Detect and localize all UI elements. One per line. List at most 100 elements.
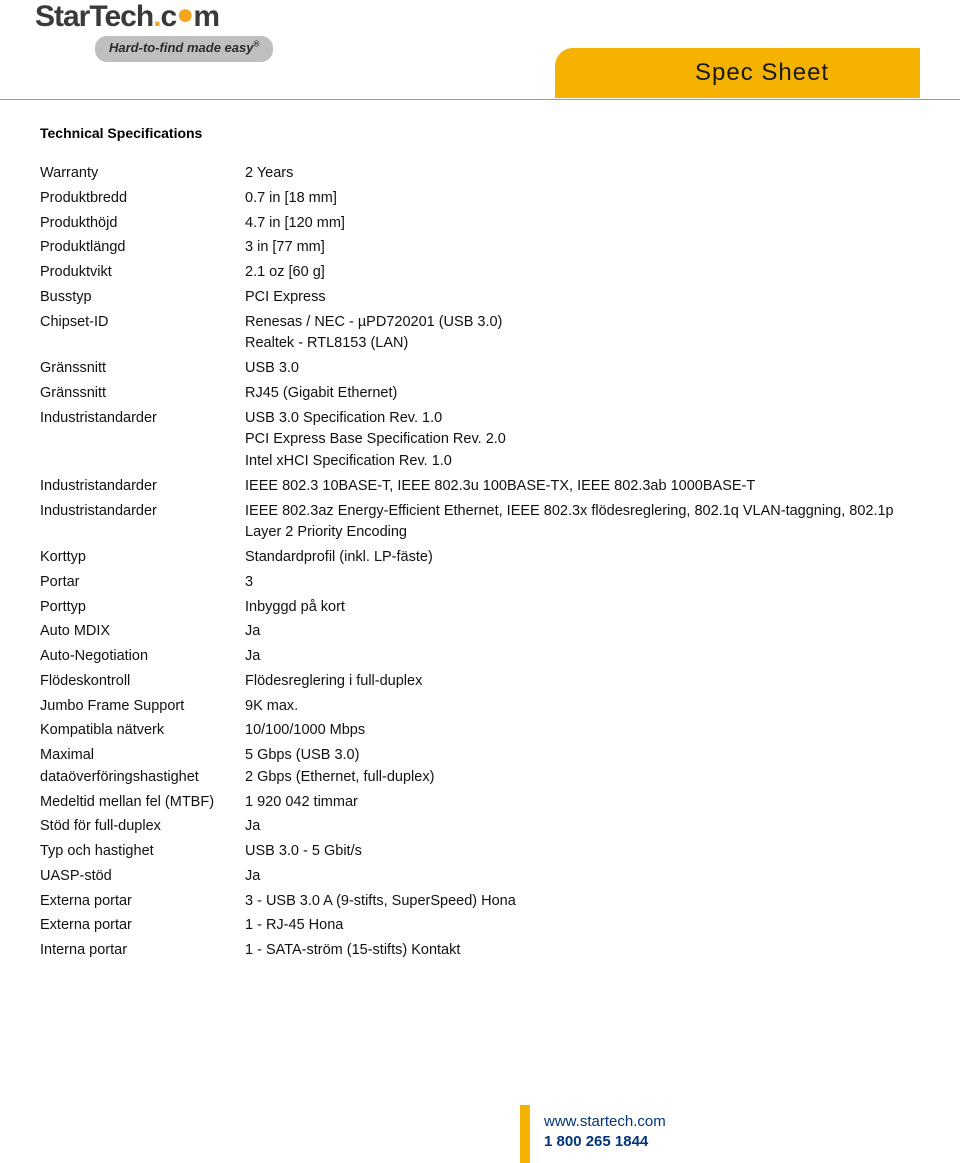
spec-value: Ja bbox=[245, 816, 920, 838]
spec-row: Auto-NegotiationJa bbox=[40, 646, 920, 668]
brand-name: StarTech.c●m bbox=[35, 0, 273, 34]
spec-label: Industristandarder bbox=[40, 501, 245, 545]
spec-row: Produktvikt2.1 oz [60 g] bbox=[40, 262, 920, 284]
spec-table: Warranty2 YearsProduktbredd0.7 in [18 mm… bbox=[40, 163, 920, 962]
brand-tagline-em: made easy bbox=[187, 40, 254, 55]
spec-label: Produktbredd bbox=[40, 188, 245, 210]
brand-name-c: c bbox=[161, 0, 177, 33]
spec-label: UASP-stöd bbox=[40, 866, 245, 888]
spec-row: Portar3 bbox=[40, 572, 920, 594]
spec-label: Chipset-ID bbox=[40, 312, 245, 356]
brand-name-dot: . bbox=[153, 0, 160, 33]
page-header: StarTech.c●m Hard-to-find made easy® Spe… bbox=[0, 0, 960, 100]
page-footer: www.startech.com 1 800 265 1844 bbox=[520, 1105, 920, 1163]
spec-value: Ja bbox=[245, 866, 920, 888]
spec-value: 2 Years bbox=[245, 163, 920, 185]
spec-row: Medeltid mellan fel (MTBF)1 920 042 timm… bbox=[40, 792, 920, 814]
brand-name-m: m bbox=[193, 0, 219, 33]
spec-row: Stöd för full-duplexJa bbox=[40, 816, 920, 838]
spec-label: Typ och hastighet bbox=[40, 841, 245, 863]
footer-text: www.startech.com 1 800 265 1844 bbox=[544, 1105, 666, 1163]
spec-label: Gränssnitt bbox=[40, 358, 245, 380]
spec-label: Auto MDIX bbox=[40, 621, 245, 643]
spec-row: IndustristandarderUSB 3.0 Specification … bbox=[40, 408, 920, 473]
spec-value: 1 - SATA-ström (15-stifts) Kontakt bbox=[245, 940, 920, 962]
spec-label: Interna portar bbox=[40, 940, 245, 962]
spec-label: Korttyp bbox=[40, 547, 245, 569]
spec-value: 1 - RJ-45 Hona bbox=[245, 915, 920, 937]
spec-label: Industristandarder bbox=[40, 408, 245, 473]
brand-tagline: Hard-to-find made easy® bbox=[109, 40, 259, 55]
footer-url: www.startech.com bbox=[544, 1113, 666, 1130]
spec-value: IEEE 802.3 10BASE-T, IEEE 802.3u 100BASE… bbox=[245, 476, 920, 498]
section-title: Technical Specifications bbox=[40, 125, 920, 141]
brand-logo: StarTech.c●m Hard-to-find made easy® bbox=[35, 0, 273, 62]
footer-accent-bar bbox=[520, 1105, 530, 1163]
spec-label: Maximal dataöverföringshastighet bbox=[40, 745, 245, 789]
spec-value: 2.1 oz [60 g] bbox=[245, 262, 920, 284]
spec-value: 4.7 in [120 mm] bbox=[245, 213, 920, 235]
spec-label: Kompatibla nätverk bbox=[40, 720, 245, 742]
spec-value: Ja bbox=[245, 621, 920, 643]
spec-value: Renesas / NEC - µPD720201 (USB 3.0)Realt… bbox=[245, 312, 920, 356]
spec-value: PCI Express bbox=[245, 287, 920, 309]
spec-label: Portar bbox=[40, 572, 245, 594]
spec-value: USB 3.0 bbox=[245, 358, 920, 380]
spec-value: Standardprofil (inkl. LP-fäste) bbox=[245, 547, 920, 569]
spec-row: Produktlängd3 in [77 mm] bbox=[40, 237, 920, 259]
spec-label: Externa portar bbox=[40, 915, 245, 937]
spec-row: Kompatibla nätverk10/100/1000 Mbps bbox=[40, 720, 920, 742]
spec-row: BusstypPCI Express bbox=[40, 287, 920, 309]
spec-row: Produkthöjd4.7 in [120 mm] bbox=[40, 213, 920, 235]
spec-label: Jumbo Frame Support bbox=[40, 696, 245, 718]
spec-value: 10/100/1000 Mbps bbox=[245, 720, 920, 742]
spec-row: Warranty2 Years bbox=[40, 163, 920, 185]
spec-value: 0.7 in [18 mm] bbox=[245, 188, 920, 210]
spec-value: IEEE 802.3az Energy-Efficient Ethernet, … bbox=[245, 501, 920, 545]
spec-row: UASP-stödJa bbox=[40, 866, 920, 888]
spec-value: USB 3.0 - 5 Gbit/s bbox=[245, 841, 920, 863]
spec-row: PorttypInbyggd på kort bbox=[40, 597, 920, 619]
spec-label: Externa portar bbox=[40, 891, 245, 913]
spec-label: Auto-Negotiation bbox=[40, 646, 245, 668]
spec-value: Ja bbox=[245, 646, 920, 668]
brand-name-o: ● bbox=[176, 0, 193, 32]
spec-row: KorttypStandardprofil (inkl. LP-fäste) bbox=[40, 547, 920, 569]
spec-label: Busstyp bbox=[40, 287, 245, 309]
spec-row: Externa portar1 - RJ-45 Hona bbox=[40, 915, 920, 937]
spec-value: Inbyggd på kort bbox=[245, 597, 920, 619]
spec-label: Produktlängd bbox=[40, 237, 245, 259]
spec-sheet-tab: Spec Sheet bbox=[555, 48, 920, 98]
brand-tagline-pill: Hard-to-find made easy® bbox=[95, 36, 273, 62]
brand-tagline-reg: ® bbox=[253, 40, 259, 49]
spec-row: Auto MDIXJa bbox=[40, 621, 920, 643]
spec-label: Warranty bbox=[40, 163, 245, 185]
spec-label: Gränssnitt bbox=[40, 383, 245, 405]
spec-row: Jumbo Frame Support9K max. bbox=[40, 696, 920, 718]
spec-row: GränssnittRJ45 (Gigabit Ethernet) bbox=[40, 383, 920, 405]
spec-row: IndustristandarderIEEE 802.3az Energy-Ef… bbox=[40, 501, 920, 545]
content-area: Technical Specifications Warranty2 Years… bbox=[0, 100, 960, 962]
footer-phone: 1 800 265 1844 bbox=[544, 1133, 666, 1150]
spec-value: 9K max. bbox=[245, 696, 920, 718]
spec-label: Medeltid mellan fel (MTBF) bbox=[40, 792, 245, 814]
spec-row: Externa portar3 - USB 3.0 A (9-stifts, S… bbox=[40, 891, 920, 913]
spec-value: 3 bbox=[245, 572, 920, 594]
brand-name-part1: StarTech bbox=[35, 0, 153, 33]
spec-value: 1 920 042 timmar bbox=[245, 792, 920, 814]
spec-value: RJ45 (Gigabit Ethernet) bbox=[245, 383, 920, 405]
spec-label: Produktvikt bbox=[40, 262, 245, 284]
spec-value: USB 3.0 Specification Rev. 1.0PCI Expres… bbox=[245, 408, 920, 473]
spec-label: Industristandarder bbox=[40, 476, 245, 498]
spec-label: Produkthöjd bbox=[40, 213, 245, 235]
spec-row: FlödeskontrollFlödesreglering i full-dup… bbox=[40, 671, 920, 693]
spec-row: Typ och hastighetUSB 3.0 - 5 Gbit/s bbox=[40, 841, 920, 863]
spec-label: Porttyp bbox=[40, 597, 245, 619]
spec-label: Flödeskontroll bbox=[40, 671, 245, 693]
spec-row: Produktbredd0.7 in [18 mm] bbox=[40, 188, 920, 210]
spec-value: 3 in [77 mm] bbox=[245, 237, 920, 259]
spec-label: Stöd för full-duplex bbox=[40, 816, 245, 838]
spec-value: 5 Gbps (USB 3.0)2 Gbps (Ethernet, full-d… bbox=[245, 745, 920, 789]
spec-row: Maximal dataöverföringshastighet5 Gbps (… bbox=[40, 745, 920, 789]
spec-row: IndustristandarderIEEE 802.3 10BASE-T, I… bbox=[40, 476, 920, 498]
